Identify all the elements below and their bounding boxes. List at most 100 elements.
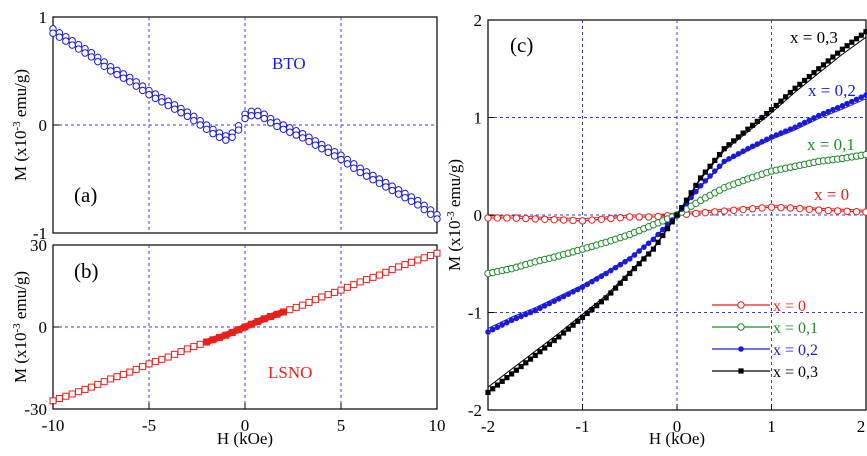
data-point-x03 [858, 32, 864, 38]
data-point-lsno [324, 291, 332, 299]
data-point-bto [234, 126, 243, 134]
data-point-bto [241, 114, 249, 123]
data-point-x03 [603, 295, 609, 301]
data-point-bto [369, 176, 377, 184]
legend-marker-x03 [738, 368, 744, 374]
data-point-x02 [707, 173, 713, 179]
x-tick-label: 0 [241, 416, 250, 435]
data-point-lsno [363, 276, 371, 284]
data-point-x03 [702, 169, 708, 175]
data-point-x02 [556, 296, 562, 302]
data-point-bto [81, 49, 89, 57]
data-point-lsno [100, 378, 108, 386]
data-point-x03 [513, 367, 519, 373]
data-point-lsno [369, 273, 377, 281]
data-point-x01 [862, 150, 867, 159]
data-point-bto [375, 179, 384, 188]
left-x-ticks: -10 -5 0 5 10 [42, 403, 446, 435]
data-point-lsno [190, 343, 198, 351]
data-point-bto [260, 114, 268, 123]
data-point-x03 [693, 182, 699, 188]
data-point-x03 [816, 66, 822, 72]
data-point-x02 [844, 100, 850, 107]
data-point-lsno [305, 298, 313, 306]
panel-c-y-ticks: -2 -1 0 1 2 [468, 11, 494, 420]
data-point-x02 [839, 103, 846, 109]
data-point-x03 [546, 341, 553, 347]
data-point-bto [126, 78, 134, 86]
panel-c-x-axis-label: H (kOe) [649, 429, 705, 448]
data-point-x02 [830, 106, 836, 113]
x-tick-label: -5 [142, 416, 156, 435]
data-point-x03 [683, 197, 690, 203]
data-point-x02 [759, 138, 765, 145]
data-point-bto [177, 109, 185, 117]
data-point-bto [145, 91, 153, 99]
data-point-bto [100, 62, 108, 71]
data-point-bto [382, 183, 390, 191]
data-point-bto [330, 152, 339, 160]
data-point-bto [292, 131, 300, 139]
data-point-x03 [801, 77, 808, 84]
data-point-lsno [171, 350, 179, 358]
data-point-x03 [750, 122, 756, 128]
data-point-x02 [849, 98, 855, 105]
data-point-x0 [531, 215, 539, 223]
data-point-x03 [825, 58, 831, 64]
data-point-x03 [768, 107, 775, 113]
legend-label-x01: x = 0,1 [773, 320, 818, 337]
data-point-x02 [570, 289, 576, 295]
data-point-x0 [796, 204, 804, 213]
data-point-bto [74, 45, 83, 53]
data-point-x03 [575, 318, 581, 324]
data-point-x03 [754, 118, 760, 124]
data-point-x02 [579, 284, 586, 290]
data-point-bto [164, 101, 172, 110]
data-point-x0 [522, 214, 530, 223]
data-point-lsno [311, 296, 319, 304]
data-point-lsno [420, 254, 428, 262]
data-point-lsno [331, 288, 339, 296]
data-point-bto [426, 210, 435, 218]
data-point-lsno [183, 345, 191, 353]
data-point-x03 [565, 326, 571, 332]
x-tick-label: 2 [857, 417, 866, 436]
data-point-x02 [792, 124, 798, 131]
curve-label-x03: x = 0,3 [790, 28, 838, 47]
data-point-x03 [646, 251, 652, 257]
data-point-x03 [759, 114, 765, 121]
data-point-x03 [636, 261, 642, 267]
data-point-bto [394, 190, 403, 198]
left-x-axis-label: H (kOe) [217, 429, 273, 448]
panel-c-tag: (c) [510, 33, 533, 57]
data-point-x02 [532, 307, 539, 314]
data-point-lsno [132, 365, 140, 373]
data-point-x02 [763, 136, 770, 143]
data-point-x0 [786, 204, 795, 212]
data-point-x03 [594, 303, 600, 309]
data-point-x03 [655, 239, 661, 245]
data-point-x02 [768, 134, 775, 140]
data-point-bto [106, 67, 115, 75]
data-point-lsno [49, 397, 57, 405]
data-point-x02 [645, 240, 652, 247]
data-point-bto [273, 122, 281, 131]
data-point-x0 [720, 207, 728, 215]
data-point-x02 [617, 261, 624, 268]
data-point-x02 [589, 278, 595, 285]
data-point-x02 [636, 248, 642, 254]
data-point-lsno [414, 256, 422, 264]
data-point-x02 [726, 156, 732, 162]
data-point-bto [266, 119, 275, 127]
data-point-bto [113, 70, 121, 79]
data-point-bto [356, 168, 364, 177]
data-point-x03 [504, 375, 510, 381]
data-point-x03 [811, 70, 817, 76]
data-point-lsno [395, 263, 403, 271]
data-point-x02 [499, 322, 505, 328]
data-point-x02 [565, 291, 572, 297]
data-point-lsno-dense [280, 309, 286, 315]
data-point-x02 [527, 309, 534, 316]
data-point-x03 [570, 322, 576, 328]
